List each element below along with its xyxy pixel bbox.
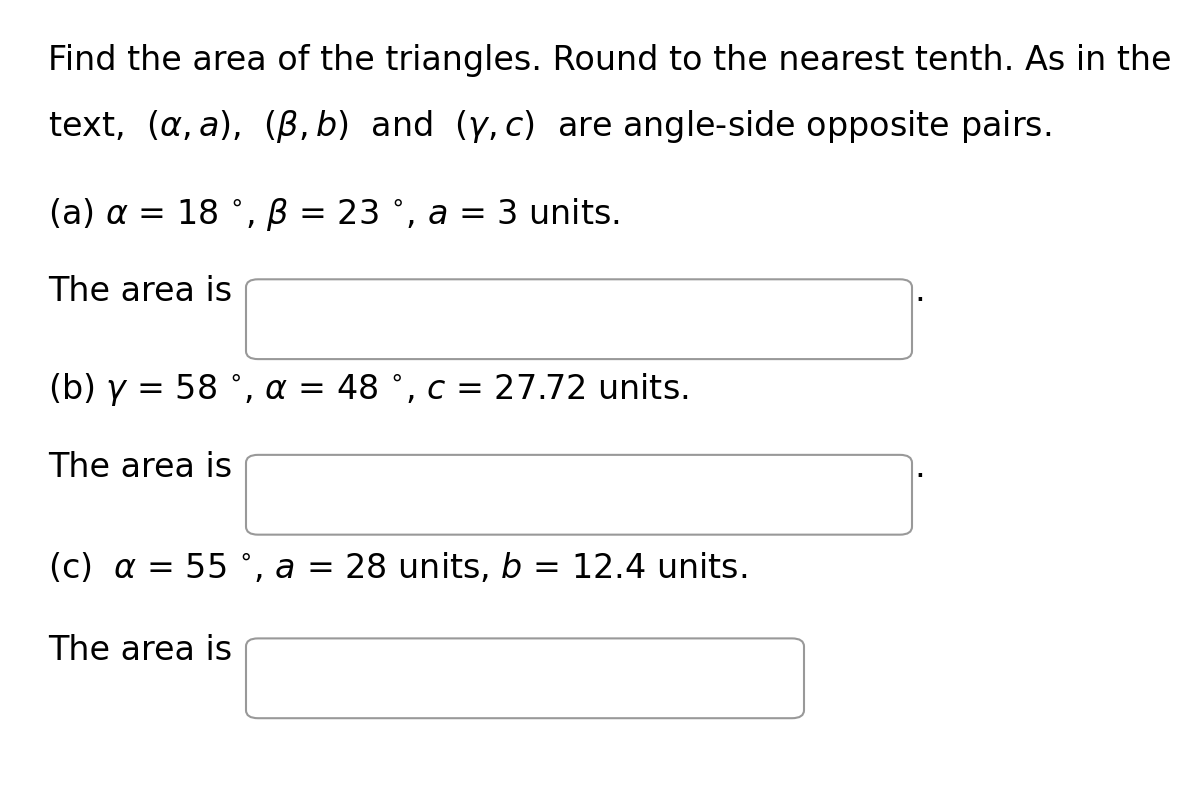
Text: (a) $\alpha$ = 18 $^{\circ}$, $\beta$ = 23 $^{\circ}$, $a$ = 3 units.: (a) $\alpha$ = 18 $^{\circ}$, $\beta$ = … [48, 196, 620, 232]
Text: .: . [914, 275, 925, 308]
Text: The area is: The area is [48, 451, 232, 484]
Text: The area is: The area is [48, 275, 232, 308]
Text: .: . [914, 451, 925, 484]
FancyBboxPatch shape [246, 455, 912, 535]
Text: (b) $\gamma$ = 58 $^{\circ}$, $\alpha$ = 48 $^{\circ}$, $c$ = 27.72 units.: (b) $\gamma$ = 58 $^{\circ}$, $\alpha$ =… [48, 371, 689, 408]
Text: (c)  $\alpha$ = 55 $^{\circ}$, $a$ = 28 units, $b$ = 12.4 units.: (c) $\alpha$ = 55 $^{\circ}$, $a$ = 28 u… [48, 551, 748, 585]
Text: text,  $(\alpha, a)$,  $(\beta, b)$  and  $(\gamma, c)$  are angle-side opposite: text, $(\alpha, a)$, $(\beta, b)$ and $(… [48, 108, 1051, 144]
FancyBboxPatch shape [246, 638, 804, 718]
FancyBboxPatch shape [246, 279, 912, 359]
Text: Find the area of the triangles. Round to the nearest tenth. As in the: Find the area of the triangles. Round to… [48, 44, 1171, 77]
Text: The area is: The area is [48, 634, 232, 667]
